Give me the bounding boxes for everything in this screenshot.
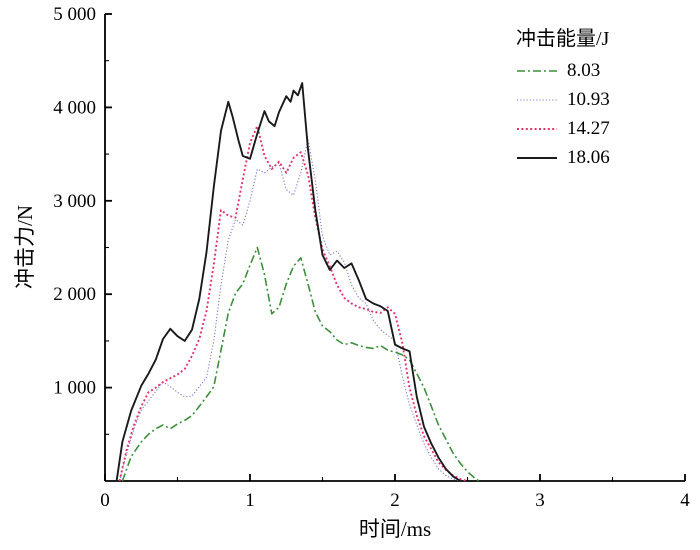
legend-label: 10.93 bbox=[567, 88, 610, 110]
y-tick-label: 1 000 bbox=[53, 378, 96, 399]
series-line-14.27 bbox=[118, 125, 468, 482]
y-tick-label: 5 000 bbox=[53, 4, 96, 25]
series-line-18.06 bbox=[115, 82, 461, 482]
legend-label: 14.27 bbox=[567, 117, 610, 139]
legend-line-sample bbox=[517, 156, 557, 159]
legend-label: 8.03 bbox=[567, 59, 601, 81]
y-tick-label: 3 000 bbox=[53, 191, 96, 212]
series-line-8.03 bbox=[121, 246, 480, 482]
legend-entry-10.93: 10.93 bbox=[516, 85, 610, 114]
x-tick-label: 3 bbox=[535, 490, 545, 511]
x-tick-label: 2 bbox=[390, 490, 400, 511]
legend-entries: 8.03 10.93 14.27 18.06 bbox=[516, 56, 610, 172]
y-tick-label: 4 000 bbox=[53, 97, 96, 118]
legend-entry-8.03: 8.03 bbox=[516, 56, 610, 85]
series-line-10.93 bbox=[118, 138, 461, 482]
legend-line-sample bbox=[517, 98, 557, 101]
legend-line-sample bbox=[517, 69, 557, 72]
legend: 冲击能量/J 8.03 10.93 14.27 18.06 bbox=[516, 22, 610, 172]
y-tick-label: 2 000 bbox=[53, 284, 96, 305]
legend-line-sample bbox=[517, 127, 557, 130]
x-tick-label: 0 bbox=[100, 490, 110, 511]
legend-entry-14.27: 14.27 bbox=[516, 114, 610, 143]
legend-title: 冲击能量/J bbox=[516, 28, 610, 50]
x-axis-title: 时间/ms bbox=[358, 517, 432, 541]
x-tick-label: 1 bbox=[245, 490, 255, 511]
legend-label: 18.06 bbox=[567, 146, 610, 168]
legend-entry-18.06: 18.06 bbox=[516, 143, 610, 172]
x-tick-label: 4 bbox=[680, 490, 690, 511]
y-axis-title: 冲击力/N bbox=[13, 205, 37, 289]
